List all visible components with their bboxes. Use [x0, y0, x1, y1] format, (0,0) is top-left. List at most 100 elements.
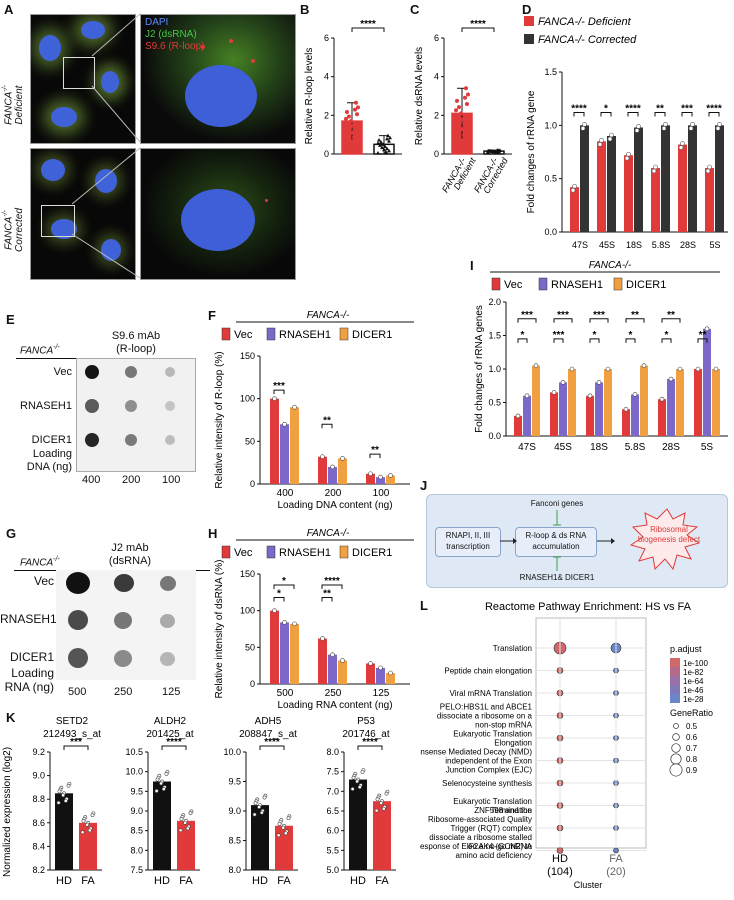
data-point [384, 791, 389, 796]
data-point [320, 636, 325, 641]
significance-label: * [604, 104, 608, 115]
bar [586, 395, 594, 436]
legend-label: 1e-64 [683, 677, 704, 686]
bar [715, 125, 724, 232]
bar [328, 466, 337, 484]
legend-label: DICER1 [352, 329, 392, 341]
data-point [346, 121, 350, 126]
data-point [379, 801, 384, 805]
significance-bracket [63, 745, 89, 750]
x-tick-label: 47S [518, 442, 536, 453]
data-point [340, 456, 345, 461]
nucleus [81, 21, 105, 39]
significance-bracket [708, 112, 720, 117]
x-tick-label: 28S [680, 240, 696, 250]
data-point [80, 830, 85, 835]
y-tick-label: 4 [434, 72, 439, 82]
x-tick-label: FA [609, 853, 623, 865]
bar [290, 623, 299, 684]
significance-label: *** [557, 310, 569, 321]
chart-h: FANCA-/- Vec RNASEH1 DICER1 0 50 100 150 Relativ… [214, 528, 414, 711]
significance-bracket [357, 745, 383, 750]
bar [658, 399, 666, 436]
legend-dapi: DAPI [145, 17, 169, 28]
panel-label-k: K [6, 710, 16, 725]
chart-b: 0 2 4 6 Relative R-loop levels **** [304, 19, 402, 159]
y-tick-label: 150 [240, 351, 255, 361]
blot-e-row-dicer1: DICER1 [31, 434, 72, 446]
panel-label-i: I [470, 258, 474, 273]
data-point [634, 128, 640, 133]
significance-bracket [321, 584, 343, 589]
significance-bracket [681, 112, 693, 117]
y-tick-label: 100 [240, 606, 255, 616]
x-tick-label: 18S [590, 442, 608, 453]
blot-g-row-vec: Vec [33, 574, 54, 588]
data-point [57, 789, 62, 794]
diagram-fanconi-label: Fanconi genes [530, 499, 584, 508]
y-tick-label: 9.0 [32, 771, 45, 781]
y-tick-label: 50 [245, 642, 255, 652]
panel-label-f: F [208, 308, 216, 323]
bar [694, 369, 702, 436]
y-tick-label: 7.5 [326, 767, 339, 777]
gene-name: SETD2 [56, 716, 89, 727]
y-tick-label: 8.5 [228, 836, 241, 846]
data-point [384, 149, 388, 154]
y-tick-label: 50 [245, 436, 255, 446]
data-point [680, 141, 685, 146]
y-tick-label: 1.5 [544, 67, 557, 77]
panel-label-g: G [6, 526, 17, 541]
significance-bracket [573, 112, 585, 117]
data-point [387, 139, 391, 143]
significance-label: ** [699, 330, 707, 341]
pathway-label: PELO:HBS1L and ABCE1 [440, 703, 533, 712]
data-point [66, 783, 71, 788]
loading-unit: RNA (ng) [4, 680, 54, 694]
data-point [330, 464, 335, 470]
data-point [377, 137, 381, 142]
significance-label: ** [323, 415, 331, 426]
amount: 200 [122, 474, 141, 486]
data-point [378, 474, 383, 480]
data-point [320, 454, 325, 459]
loading-unit: DNA (ng) [26, 461, 72, 473]
bar [366, 473, 375, 484]
significance-label: **** [264, 737, 280, 748]
data-point [582, 122, 587, 127]
blot-g-loading: Loading RNA (ng) [2, 666, 54, 694]
data-point [383, 144, 387, 149]
data-point [353, 107, 357, 112]
y-tick-label: 8.0 [228, 865, 241, 875]
data-point [257, 805, 262, 809]
bar [676, 369, 684, 436]
bar [328, 654, 337, 684]
data-point [626, 151, 631, 157]
significance-label: * [629, 330, 633, 341]
legend-label: RNASEH1 [279, 329, 331, 341]
legend-label: 1e-100 [683, 659, 708, 668]
data-point [607, 136, 613, 142]
chart-d: FANCA-/- Deficient FANCA-/- Corrected 0.0 0… [524, 16, 728, 250]
data-point [596, 380, 602, 385]
significance-bracket [273, 596, 285, 602]
y-tick-label: 8.2 [32, 865, 45, 875]
legend-swatch [524, 34, 534, 44]
bar [514, 415, 522, 436]
significance-label: ** [631, 310, 639, 321]
significance-bracket [273, 389, 285, 395]
bar [386, 673, 395, 684]
genotype-text: FANCA [20, 345, 54, 357]
legend-label: DICER1 [626, 279, 666, 291]
panel-label-l: L [420, 598, 428, 613]
data-point [259, 810, 264, 815]
panel-label-c: C [410, 2, 420, 17]
genotype-text: FANCA [20, 557, 54, 569]
data-point [283, 831, 288, 836]
legend-swatch [339, 327, 349, 341]
bar [607, 136, 616, 232]
data-point [460, 127, 464, 132]
y-tick-label: 1.0 [488, 364, 501, 374]
data-point [636, 124, 641, 129]
probe-id: 212493_s_at [43, 729, 101, 740]
